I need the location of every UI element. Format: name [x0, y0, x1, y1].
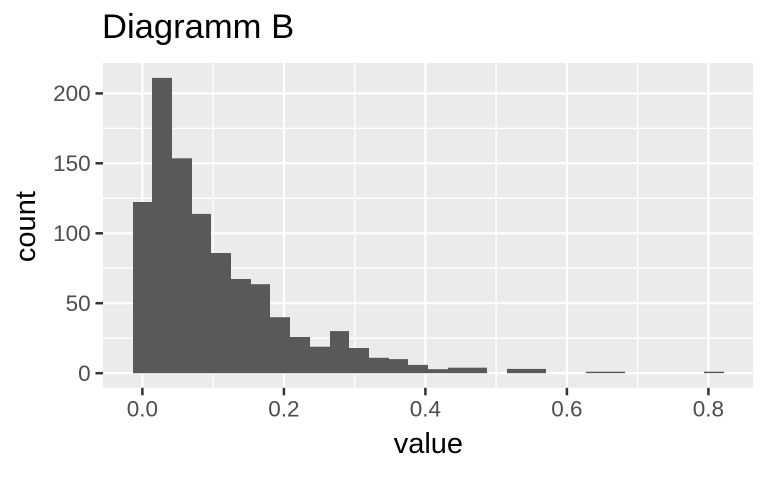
svg-text:Diagramm B: Diagramm B [102, 8, 294, 46]
svg-text:0: 0 [78, 361, 91, 386]
svg-text:200: 200 [53, 81, 91, 106]
svg-text:0.2: 0.2 [268, 397, 299, 422]
svg-text:0.4: 0.4 [410, 397, 441, 422]
svg-text:50: 50 [66, 291, 91, 316]
svg-text:count: count [10, 191, 42, 262]
svg-text:100: 100 [53, 221, 91, 246]
svg-text:0.8: 0.8 [693, 397, 724, 422]
svg-text:0.6: 0.6 [551, 397, 582, 422]
svg-text:value: value [394, 428, 463, 460]
svg-text:0.0: 0.0 [127, 397, 158, 422]
svg-text:150: 150 [53, 151, 91, 176]
